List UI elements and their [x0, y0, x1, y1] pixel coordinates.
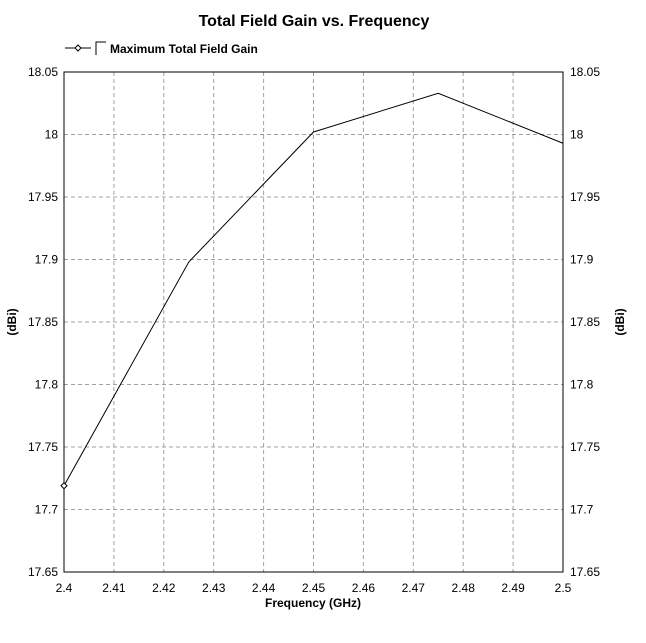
y-axis-left-ticks: 17.65 17.7 17.75 17.8 17.85 17.9 17.95 18 18.05 [28, 65, 58, 579]
x-axis-label: Frequency (GHz) [265, 596, 361, 610]
y-tick-label-left: 17.9 [35, 253, 59, 267]
y-tick-label-right: 18 [570, 128, 584, 142]
x-tick-label: 2.48 [452, 581, 476, 595]
legend: Maximum Total Field Gain [65, 41, 258, 56]
plot-area-frame [63, 71, 564, 573]
y-tick-label-right: 17.65 [570, 565, 600, 579]
x-tick-label: 2.46 [352, 581, 376, 595]
y-tick-label-right: 17.9 [570, 253, 594, 267]
legend-entry-label: Maximum Total Field Gain [110, 42, 258, 56]
y-tick-label-left: 17.7 [35, 503, 59, 517]
y-tick-label-right: 17.85 [570, 315, 600, 329]
x-tick-label: 2.44 [252, 581, 276, 595]
y-axis-right-ticks: 17.65 17.7 17.75 17.8 17.85 17.9 17.95 18 18.05 [570, 65, 600, 579]
y-tick-label-right: 17.95 [570, 190, 600, 204]
y-tick-label-right: 17.8 [570, 378, 594, 392]
x-tick-label: 2.42 [152, 581, 176, 595]
y-tick-label-left: 18 [45, 128, 59, 142]
y-axis-left-label: (dBi) [5, 308, 19, 335]
y-axis-right-label: (dBi) [613, 308, 627, 335]
y-tick-label-left: 17.75 [28, 440, 58, 454]
x-tick-label: 2.43 [202, 581, 226, 595]
legend-marker-icon [74, 44, 82, 52]
y-tick-label-left: 17.8 [35, 378, 59, 392]
y-tick-label-right: 17.75 [570, 440, 600, 454]
x-tick-label: 2.41 [102, 581, 126, 595]
x-tick-label: 2.5 [555, 581, 572, 595]
y-tick-label-left: 17.95 [28, 190, 58, 204]
legend-checkbox-icon [95, 41, 106, 55]
x-tick-label: 2.45 [302, 581, 326, 595]
grid-lines [64, 72, 563, 572]
y-tick-label-right: 18.05 [570, 65, 600, 79]
y-tick-label-left: 17.85 [28, 315, 58, 329]
series-maximum-total-field-gain [60, 92, 564, 490]
data-point-marker [60, 482, 68, 490]
x-tick-label: 2.47 [402, 581, 426, 595]
x-tick-label: 2.4 [56, 581, 73, 595]
series-line [63, 92, 564, 486]
y-tick-label-right: 17.7 [570, 503, 594, 517]
chart-title: Total Field Gain vs. Frequency [199, 13, 430, 30]
y-tick-label-left: 18.05 [28, 65, 58, 79]
x-axis-ticks: 2.4 2.41 2.42 2.43 2.44 2.45 2.46 2.47 2.48 2.49 2… [56, 581, 572, 595]
x-tick-label: 2.49 [501, 581, 525, 595]
y-tick-label-left: 17.65 [28, 565, 58, 579]
